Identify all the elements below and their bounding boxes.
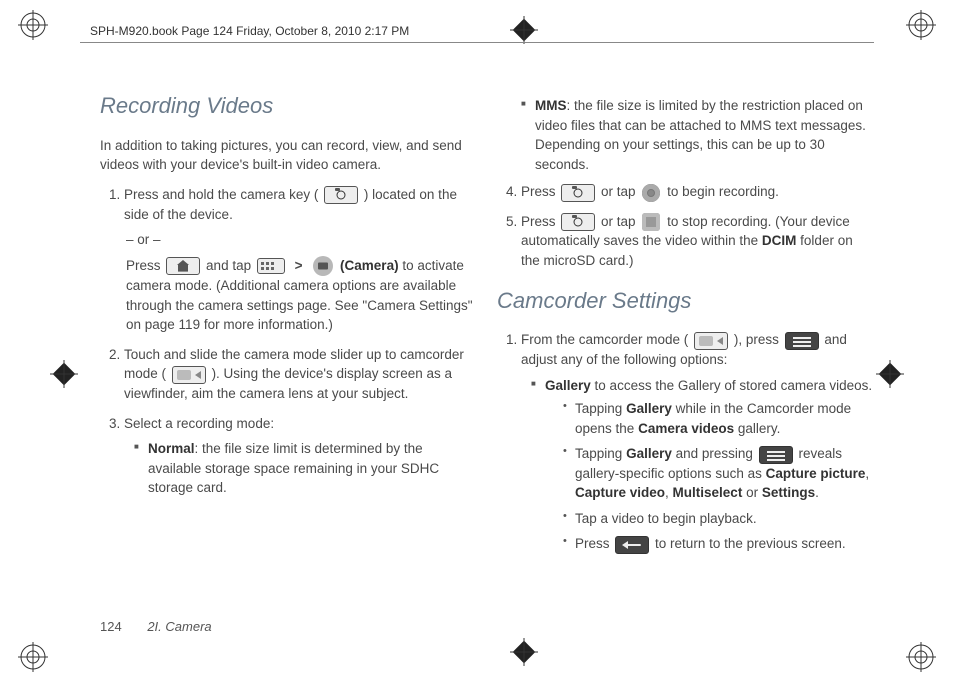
section-label: 2I. Camera: [147, 619, 211, 634]
camcorder-mode-icon: [172, 366, 206, 384]
home-key-icon: [166, 257, 200, 275]
intro-text: In addition to taking pictures, you can …: [100, 136, 477, 175]
camcorder-mode-icon: [694, 332, 728, 350]
register-mark-icon: [510, 16, 538, 44]
capture-video-label: Capture video: [575, 485, 665, 500]
gallery-item-c: Tap a video to begin playback.: [565, 509, 874, 529]
txt: Press: [575, 536, 610, 551]
crop-mark-icon: [18, 10, 48, 40]
apps-grid-icon: [257, 258, 285, 274]
txt: and tap: [206, 258, 251, 273]
txt: or: [746, 485, 758, 500]
mode-normal: Normal: the file size limit is determine…: [138, 439, 477, 498]
page-footer: 124 2I. Camera: [100, 619, 212, 634]
header-rule: [80, 42, 874, 43]
txt: to access the Gallery of stored camera v…: [595, 378, 873, 393]
option-gallery: Gallery to access the Gallery of stored …: [535, 376, 874, 555]
dcim-label: DCIM: [762, 233, 797, 248]
right-column: MMS: the file size is limited by the res…: [497, 90, 874, 612]
txt: From the camcorder mode (: [521, 332, 688, 347]
txt: to begin recording.: [667, 184, 779, 199]
crop-mark-icon: [18, 642, 48, 672]
heading-recording-videos: Recording Videos: [100, 90, 477, 122]
page-number: 124: [100, 619, 122, 634]
txt: ), press: [734, 332, 779, 347]
record-button-icon: [642, 184, 660, 202]
steps-list: Press and hold the camera key ( ) locate…: [100, 185, 477, 498]
register-mark-icon: [50, 360, 78, 388]
camera-app-icon: [313, 256, 333, 276]
greater-than-icon: >: [295, 258, 303, 273]
back-key-icon: [615, 536, 649, 554]
register-mark-icon: [510, 638, 538, 666]
menu-key-icon: [759, 446, 793, 464]
multiselect-label: Multiselect: [673, 485, 743, 500]
gallery-item-b: Tapping Gallery and pressing reveals gal…: [565, 444, 874, 503]
steps-list-cont: Press or tap to begin recording. Press o…: [497, 182, 874, 270]
book-header: SPH-M920.book Page 124 Friday, October 8…: [90, 24, 409, 38]
left-column: Recording Videos In addition to taking p…: [100, 90, 477, 612]
normal-label: Normal: [148, 441, 195, 456]
step-5: Press or tap to stop recording. (Your de…: [521, 212, 874, 271]
camera-key-icon: [561, 184, 595, 202]
step-3: Select a recording mode: Normal: the fil…: [124, 414, 477, 498]
txt: or tap: [601, 184, 636, 199]
gallery-label: Gallery: [626, 446, 672, 461]
txt: Tapping: [575, 401, 622, 416]
cam-step-1: From the camcorder mode ( ), press and a…: [521, 330, 874, 554]
step-1b: Press and tap > (Camera) to activate cam…: [124, 256, 477, 335]
crop-mark-icon: [906, 10, 936, 40]
txt: and pressing: [676, 446, 753, 461]
mode-list-cont: MMS: the file size is limited by the res…: [497, 96, 874, 174]
txt: Press: [126, 258, 161, 273]
txt: to return to the previous screen.: [655, 536, 846, 551]
mms-label: MMS: [535, 98, 567, 113]
gallery-sublist: Tapping Gallery while in the Camcorder m…: [545, 399, 874, 554]
gallery-label: Gallery: [545, 378, 591, 393]
mode-mms: MMS: the file size is limited by the res…: [525, 96, 874, 174]
txt: or tap: [601, 214, 636, 229]
stop-button-icon: [642, 213, 660, 231]
menu-key-icon: [785, 332, 819, 350]
or-text: – or –: [124, 230, 477, 250]
gallery-label: Gallery: [626, 401, 672, 416]
content-area: Recording Videos In addition to taking p…: [100, 90, 874, 612]
crop-mark-icon: [906, 642, 936, 672]
camera-videos-label: Camera videos: [638, 421, 734, 436]
page: SPH-M920.book Page 124 Friday, October 8…: [0, 0, 954, 682]
register-mark-icon: [876, 360, 904, 388]
camera-key-icon: [324, 186, 358, 204]
txt: Select a recording mode:: [124, 416, 274, 431]
gallery-item-a: Tapping Gallery while in the Camcorder m…: [565, 399, 874, 438]
heading-camcorder-settings: Camcorder Settings: [497, 285, 874, 317]
camera-label: (Camera): [340, 258, 399, 273]
txt: Press: [521, 184, 556, 199]
step-2: Touch and slide the camera mode slider u…: [124, 345, 477, 404]
capture-picture-label: Capture picture: [766, 466, 866, 481]
step-1: Press and hold the camera key ( ) locate…: [124, 185, 477, 335]
step-4: Press or tap to begin recording.: [521, 182, 874, 202]
settings-label: Settings: [762, 485, 815, 500]
option-list: Gallery to access the Gallery of stored …: [521, 376, 874, 555]
txt: Tapping: [575, 446, 622, 461]
txt: gallery.: [738, 421, 781, 436]
txt: : the file size is limited by the restri…: [535, 98, 866, 172]
mode-list: Normal: the file size limit is determine…: [124, 439, 477, 498]
gallery-item-d: Press to return to the previous screen.: [565, 534, 874, 554]
camera-key-icon: [561, 213, 595, 231]
txt: Press: [521, 214, 556, 229]
camcorder-steps: From the camcorder mode ( ), press and a…: [497, 330, 874, 554]
step-1a-text: Press and hold the camera key (: [124, 187, 318, 202]
